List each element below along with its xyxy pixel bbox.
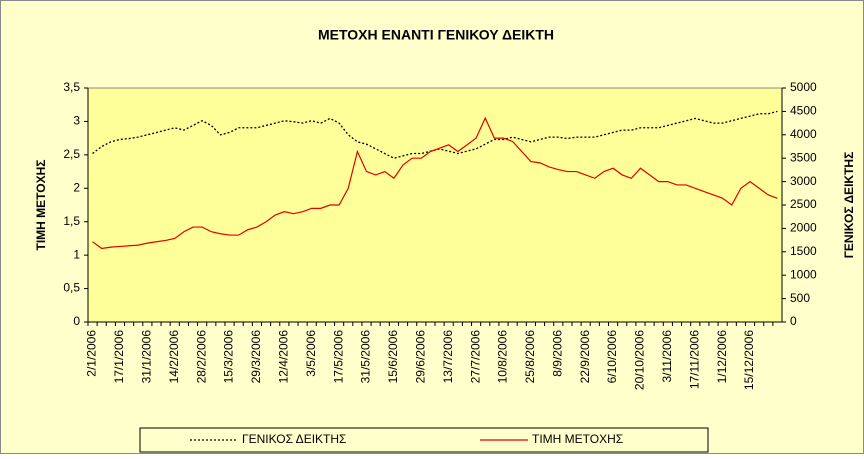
y2-tick-label: 3500 [790,150,817,164]
x-tick-label: 25/8/2006 [523,330,537,384]
y2-tick-label: 500 [790,291,810,305]
y2-tick-label: 1000 [790,267,817,281]
x-tick-label: 12/4/2006 [277,330,291,384]
x-tick-label: 15/6/2006 [386,330,400,384]
plot-area [87,87,783,323]
y-tick-label: 0,5 [63,281,80,295]
y2-tick-label: 2500 [790,197,817,211]
x-tick-label: 2/1/2006 [85,330,99,377]
y2-tick-label: 0 [790,314,797,328]
x-tick-label: 3/11/2006 [660,330,674,383]
series-line [92,116,778,250]
y2-tick-label: 5000 [790,80,817,94]
x-tick-label: 14/2/2006 [167,330,181,384]
y-tick-label: 1,5 [63,214,80,228]
x-tick-label: 1/12/2006 [715,330,729,384]
x-tick-label: 31/1/2006 [140,330,154,384]
y2-tick-label: 2000 [790,221,817,235]
y-tick-label: 2,5 [63,147,80,161]
y-tick-label: 0 [73,314,80,328]
x-tick-label: 29/6/2006 [413,330,427,384]
y2-tick-label: 4500 [790,104,817,118]
chart-title: ΜΕΤΟΧΗ ΕΝΑΝΤΙ ΓΕΝΙΚΟΥ ΔΕΙΚΤΗ [318,27,554,43]
y2-tick-label: 4000 [790,127,817,141]
x-tick-label: 17/5/2006 [331,330,345,384]
x-tick-label: 17/1/2006 [112,330,126,384]
x-tick-label: 31/5/2006 [359,330,373,384]
x-tick-label: 27/7/2006 [468,330,482,384]
y2-tick-label: 1500 [790,244,817,258]
x-tick-label: 6/10/2006 [605,330,619,384]
y2-tick-label: 3000 [790,174,817,188]
y-tick-label: 2 [73,180,80,194]
x-tick-label: 13/7/2006 [441,330,455,384]
legend-label: ΤΙΜΗ ΜΕΤΟΧΗΣ [532,432,623,446]
x-tick-label: 22/9/2006 [578,330,592,384]
x-tick-label: 28/2/2006 [194,330,208,384]
y-tick-label: 3,5 [63,80,80,94]
y2-axis-title: ΓΕΝΙΚΟΣ ΔΕΙΚΤΗΣ [842,152,856,259]
x-tick-label: 15/3/2006 [222,330,236,384]
y-tick-label: 3 [73,114,80,128]
x-tick-label: 29/3/2006 [249,330,263,384]
y-tick-label: 1 [73,247,80,261]
x-tick-label: 15/12/2006 [742,330,756,390]
x-tick-label: 10/8/2006 [496,330,510,384]
legend-label: ΓΕΝΙΚΟΣ ΔΕΙΚΤΗΣ [242,432,346,446]
x-tick-label: 8/9/2006 [550,330,564,377]
x-tick-label: 20/10/2006 [633,330,647,390]
x-tick-label: 3/5/2006 [304,330,318,377]
y-axis-title: ΤΙΜΗ ΜΕΤΟΧΗΣ [34,160,48,251]
x-tick-label: 17/11/2006 [687,330,701,389]
